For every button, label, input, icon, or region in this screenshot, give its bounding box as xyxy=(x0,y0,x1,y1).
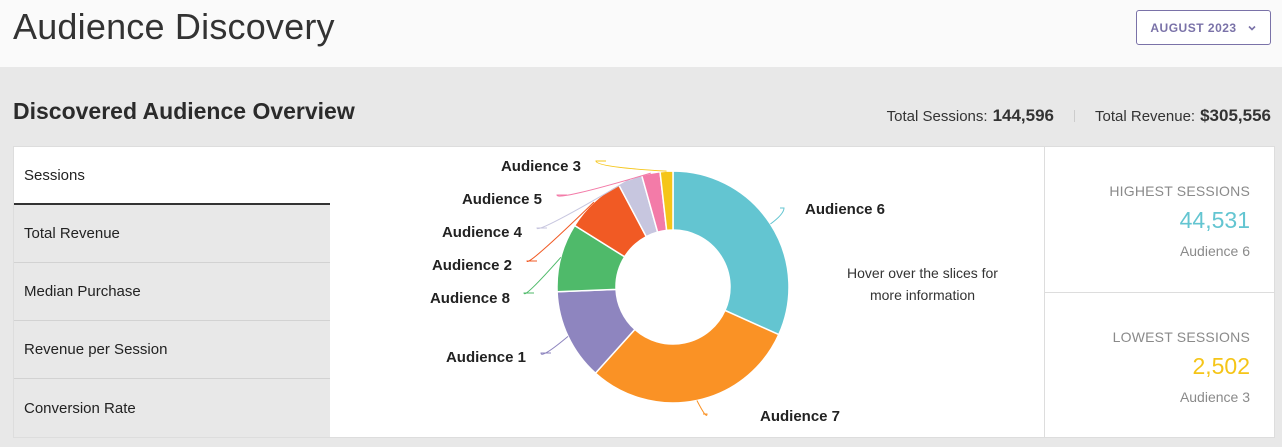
tab-label: Sessions xyxy=(24,166,85,184)
tab-revenue-per-session[interactable]: Revenue per Session xyxy=(14,321,330,379)
tab-label: Revenue per Session xyxy=(24,341,168,358)
highest-sessions-audience: Audience 6 xyxy=(1179,243,1250,259)
tab-label: Conversion Rate xyxy=(24,399,136,417)
total-revenue-label: Total Revenue: xyxy=(1095,107,1196,125)
donut-chart: Audience 6 Audience 7 Audience 1 Audience 8… xyxy=(430,158,885,425)
overview-panel: Sessions Total Revenue Median Purchase R… xyxy=(13,146,1275,438)
lowest-sessions-value: 2,502 xyxy=(1192,353,1250,379)
leader-line xyxy=(595,160,667,172)
slice-label: Audience 1 xyxy=(446,349,526,366)
metric-tabs: Sessions Total Revenue Median Purchase R… xyxy=(14,147,330,439)
month-selector[interactable]: AUGUST 2023 xyxy=(1136,10,1271,45)
stats-column: HIGHEST SESSIONS 44,531 Audience 6 LOWES… xyxy=(1044,147,1275,437)
slice-label: Audience 5 xyxy=(462,191,542,208)
total-sessions-label: Total Sessions: xyxy=(886,107,988,125)
slice-label: Audience 6 xyxy=(805,201,885,218)
section-title: Discovered Audience Overview xyxy=(13,98,355,124)
totals-summary: Total Sessions: 144,596 Total Revenue: $… xyxy=(887,106,1271,126)
slice-label: Audience 2 xyxy=(432,257,512,274)
lowest-sessions-label: LOWEST SESSIONS xyxy=(1112,329,1250,345)
slice-label: Audience 3 xyxy=(501,158,581,175)
tab-conversion-rate[interactable]: Conversion Rate xyxy=(14,379,330,437)
leader-line xyxy=(556,172,651,197)
tab-total-revenue[interactable]: Total Revenue xyxy=(14,205,330,263)
leader-line xyxy=(523,256,562,295)
tab-median-purchase[interactable]: Median Purchase xyxy=(14,263,330,321)
leader-line xyxy=(526,201,595,262)
donut-slice-audience-6[interactable] xyxy=(672,170,790,336)
total-revenue-value: $305,556 xyxy=(1200,106,1271,125)
total-sessions-value: 144,596 xyxy=(992,106,1055,125)
chart-hint: Hover over the slices for more informati… xyxy=(847,265,998,303)
slice-label: Audience 4 xyxy=(442,224,523,241)
highest-sessions-label: HIGHEST SESSIONS xyxy=(1109,183,1250,199)
leader-line xyxy=(696,400,708,416)
tab-sessions[interactable]: Sessions xyxy=(14,147,330,205)
lowest-sessions-audience: Audience 3 xyxy=(1179,389,1250,405)
tab-label: Total Revenue xyxy=(24,225,120,242)
donut-slice-audience-7[interactable] xyxy=(594,309,780,404)
divider xyxy=(1074,110,1076,122)
page-title: Audience Discovery xyxy=(13,6,335,47)
tab-label: Median Purchase xyxy=(24,283,141,300)
leader-line xyxy=(770,207,785,225)
leader-line xyxy=(540,335,569,355)
slice-label: Audience 8 xyxy=(430,290,510,307)
leader-line xyxy=(536,178,631,230)
donut-chart-area: Audience 6 Audience 7 Audience 1 Audience 8… xyxy=(330,147,1044,439)
month-label: AUGUST 2023 xyxy=(1150,20,1237,35)
highest-sessions-card: HIGHEST SESSIONS 44,531 Audience 6 xyxy=(1045,147,1275,292)
slice-label: Audience 7 xyxy=(760,408,840,425)
highest-sessions-value: 44,531 xyxy=(1179,207,1250,233)
top-bar: Audience Discovery AUGUST 2023 xyxy=(0,0,1282,67)
lowest-sessions-card: LOWEST SESSIONS 2,502 Audience 3 xyxy=(1045,292,1275,437)
chevron-down-icon xyxy=(1248,25,1256,31)
